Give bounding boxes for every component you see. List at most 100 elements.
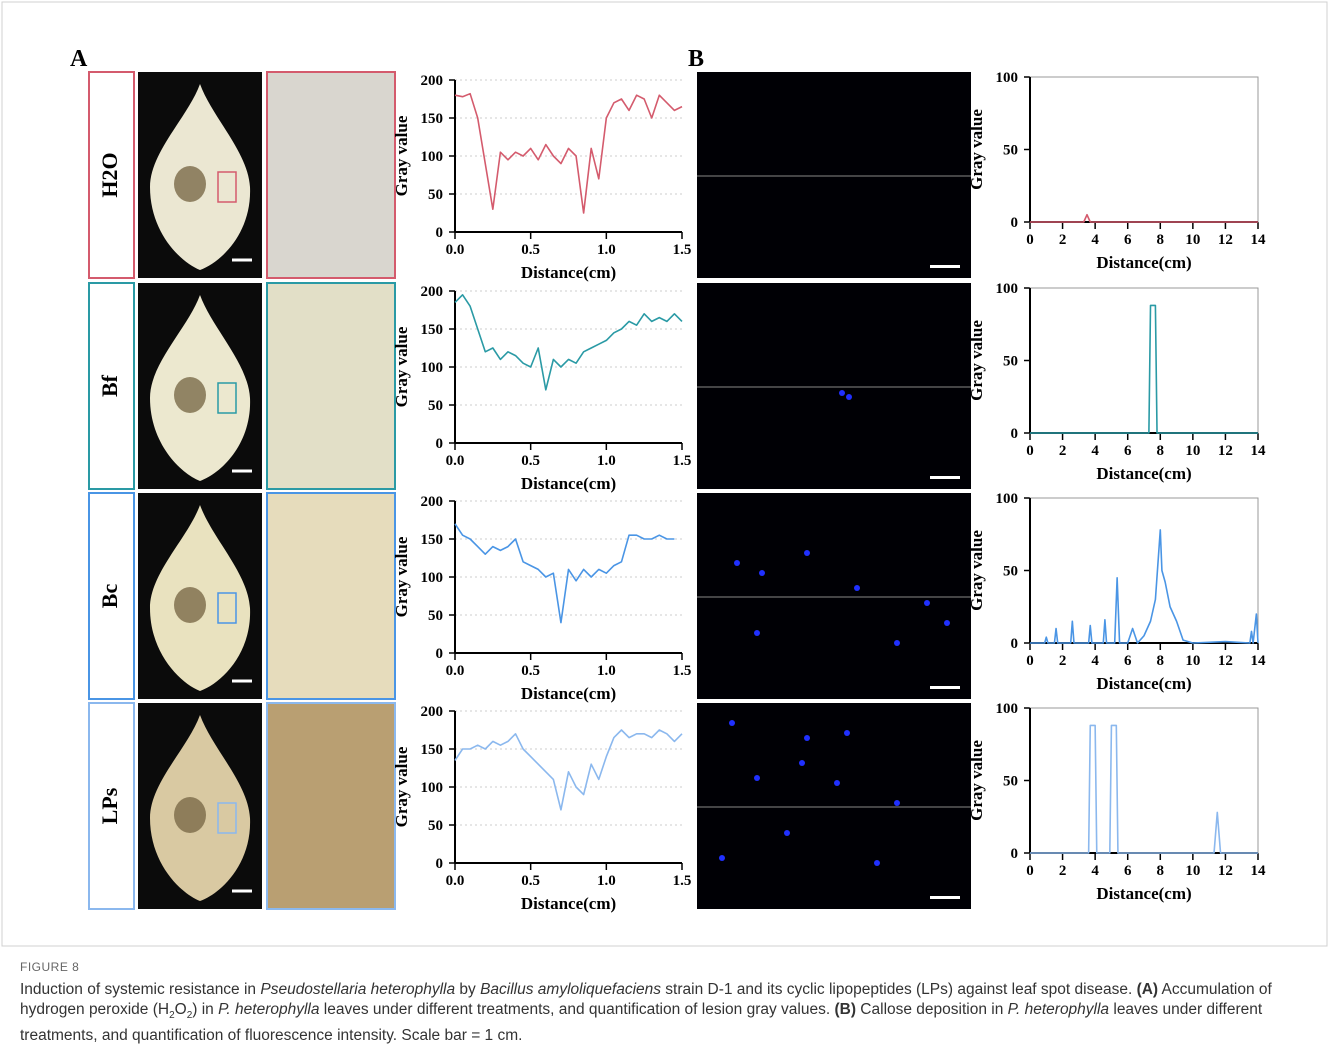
- zoom-photo: [266, 702, 396, 910]
- row-label-box: [88, 71, 135, 279]
- y-tick-label: 200: [421, 73, 444, 89]
- x-tick-label: 14: [1251, 863, 1267, 879]
- y-tick-label: 50: [428, 608, 443, 624]
- caption-segment: leaves under different treatments, and q…: [20, 1001, 1263, 1045]
- x-tick-label: 12: [1218, 863, 1233, 879]
- caption-segment: Callose deposition in: [856, 1001, 1008, 1018]
- fluorescent-spot: [844, 730, 850, 736]
- data-line: [454, 294, 683, 391]
- y-axis-label: Gray value: [392, 746, 411, 827]
- y-tick-label: 150: [421, 322, 444, 338]
- y-tick-label: 150: [421, 742, 444, 758]
- row-label: LPs: [97, 787, 122, 824]
- plot-frame: [1029, 76, 1259, 223]
- x-tick-label: 4: [1091, 653, 1099, 669]
- x-tick-label: 0.0: [446, 663, 465, 679]
- fluorescent-spot: [924, 600, 930, 606]
- x-tick-label: 6: [1124, 443, 1132, 459]
- caption-segment: P. heterophylla: [218, 1001, 320, 1018]
- fluorescent-spot: [804, 735, 810, 741]
- fluorescence-image: [697, 283, 971, 489]
- x-tick-label: 1.5: [673, 242, 692, 258]
- y-tick-label: 100: [421, 780, 444, 796]
- fluorescent-spot: [839, 390, 845, 396]
- caption-segment: strain D-1 and its cyclic lipopeptides (…: [661, 981, 1137, 998]
- caption-segment: Bacillus amyloliquefaciens: [480, 981, 661, 998]
- y-axis-label: Gray value: [392, 326, 411, 407]
- x-tick-label: 2: [1059, 443, 1067, 459]
- x-tick-label: 8: [1157, 653, 1165, 669]
- y-tick-label: 100: [996, 701, 1019, 717]
- fluorescent-spot: [894, 800, 900, 806]
- x-tick-label: 0: [1026, 443, 1034, 459]
- x-axis-label: Distance(cm): [521, 684, 616, 703]
- data-line: [1030, 724, 1258, 854]
- plot-frame: [1029, 287, 1259, 434]
- fluorescent-spot: [804, 550, 810, 556]
- data-line: [454, 523, 675, 624]
- y-axis-label: Gray value: [967, 530, 986, 611]
- zoom-marker: [217, 592, 237, 624]
- y-tick-label: 0: [1011, 636, 1019, 652]
- x-tick-label: 10: [1185, 863, 1200, 879]
- x-axis-label: Distance(cm): [1096, 674, 1191, 693]
- y-tick-label: 0: [1011, 426, 1019, 442]
- scale-bar: [930, 476, 960, 479]
- caption-segment: 2: [186, 1010, 193, 1022]
- caption-segment: ) in: [192, 1001, 219, 1018]
- x-tick-label: 8: [1157, 232, 1165, 248]
- data-line: [1030, 213, 1258, 223]
- y-tick-label: 100: [996, 491, 1019, 507]
- plot-frame: [1029, 707, 1259, 854]
- x-tick-label: 1.0: [597, 453, 616, 469]
- figure-label: FIGURE 8: [20, 960, 80, 974]
- x-tick-label: 1.0: [597, 242, 616, 258]
- lesion: [174, 377, 206, 413]
- y-tick-label: 150: [421, 111, 444, 127]
- scale-bar: [930, 896, 960, 899]
- x-tick-label: 14: [1251, 443, 1267, 459]
- y-tick-label: 0: [1011, 215, 1019, 231]
- row-label-box: [88, 492, 135, 700]
- x-tick-label: 1.5: [673, 453, 692, 469]
- x-tick-label: 10: [1185, 653, 1200, 669]
- y-tick-label: 50: [428, 398, 443, 414]
- caption-segment: 2: [169, 1010, 175, 1022]
- x-axis-label: Distance(cm): [521, 474, 616, 493]
- fluorescent-spot: [784, 830, 790, 836]
- x-tick-label: 6: [1124, 863, 1132, 879]
- figure-frame: [1, 1, 1328, 947]
- y-tick-label: 50: [1003, 143, 1018, 159]
- y-tick-label: 0: [436, 225, 444, 241]
- y-tick-label: 200: [421, 494, 444, 510]
- x-tick-label: 0.5: [521, 242, 540, 258]
- y-tick-label: 50: [1003, 354, 1018, 370]
- zoom-marker: [217, 802, 237, 834]
- x-tick-label: 1.0: [597, 663, 616, 679]
- x-tick-label: 10: [1185, 443, 1200, 459]
- data-line: [1030, 529, 1259, 644]
- zoom-photo: [266, 492, 396, 700]
- x-axis-label: Distance(cm): [1096, 884, 1191, 903]
- lesion: [174, 166, 206, 202]
- x-tick-label: 0.0: [446, 873, 465, 889]
- y-tick-label: 100: [996, 70, 1019, 86]
- caption-segment: Accumulation of hydrogen peroxide (H: [20, 981, 1272, 1018]
- x-axis-label: Distance(cm): [521, 263, 616, 282]
- x-tick-label: 4: [1091, 863, 1099, 879]
- x-tick-label: 1.5: [673, 873, 692, 889]
- x-tick-label: 12: [1218, 653, 1233, 669]
- y-tick-label: 0: [1011, 846, 1019, 862]
- caption-segment: (A): [1136, 981, 1159, 998]
- x-tick-label: 2: [1059, 863, 1067, 879]
- x-tick-label: 0.5: [521, 873, 540, 889]
- caption-segment: Induction of systemic resistance in: [20, 981, 261, 998]
- fluorescent-spot: [734, 560, 740, 566]
- y-tick-label: 50: [1003, 774, 1018, 790]
- y-axis-label: Gray value: [967, 320, 986, 401]
- caption-segment: by: [455, 981, 481, 998]
- fluorescent-spot: [846, 394, 852, 400]
- x-tick-label: 8: [1157, 443, 1165, 459]
- row-label-box: [88, 702, 135, 910]
- fluorescent-spot: [894, 640, 900, 646]
